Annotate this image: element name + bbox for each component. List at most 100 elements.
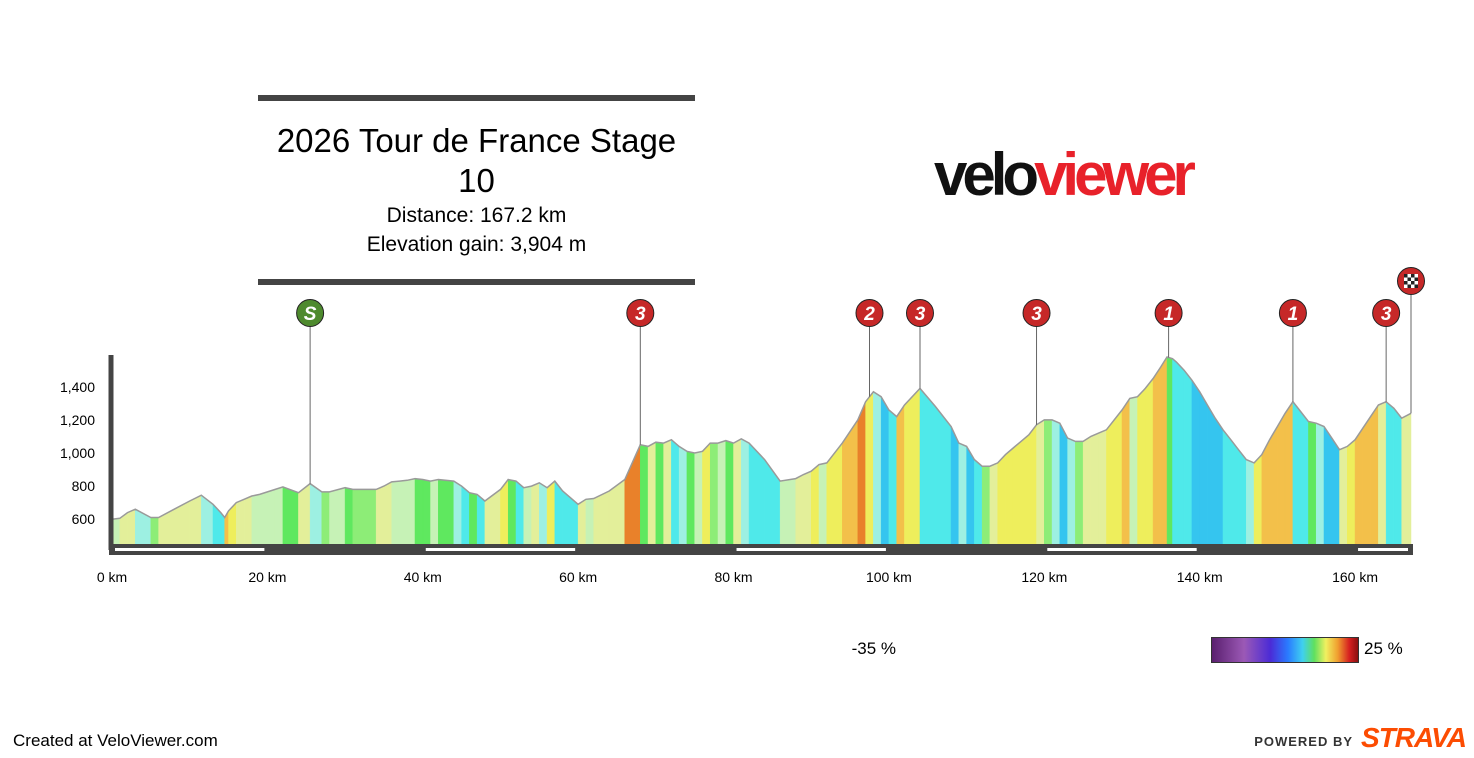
checker-square: [1404, 284, 1408, 288]
profile-segment: [484, 488, 501, 545]
profile-segment: [865, 391, 874, 545]
x-axis-stripe: [425, 548, 576, 551]
x-axis-stripe: [736, 548, 886, 551]
checker-square: [1411, 284, 1415, 288]
profile-segment: [647, 441, 657, 545]
profile-segment: [282, 486, 299, 545]
profile-segment: [298, 483, 311, 545]
x-tick-labels: 0 km 20 km 40 km 60 km 80 km 100 km 120 km 140 …: [97, 569, 1378, 585]
y-tick-label: 1,000: [60, 445, 95, 461]
profile-segment: [1347, 439, 1356, 545]
profile-segment: [189, 494, 202, 545]
profile-segment: [1207, 404, 1216, 545]
x-axis-stripe: [1358, 548, 1408, 551]
profile-segment: [577, 498, 587, 545]
profile-segment: [507, 479, 517, 545]
profile-segment: [663, 439, 672, 545]
profile-segment: [1277, 412, 1286, 545]
profile-segment: [515, 480, 525, 545]
profile-segment: [321, 491, 330, 545]
profile-segment: [1129, 396, 1138, 545]
marker-label: 3: [915, 304, 926, 325]
profile-segment: [1121, 397, 1131, 545]
profile-segment: [904, 387, 921, 545]
profile-segment: [1214, 417, 1224, 545]
marker-label: S: [304, 304, 317, 325]
x-tick-label: 0 km: [97, 569, 127, 585]
distance-text: Distance: 167.2 km: [386, 204, 567, 227]
profile-segment: [810, 464, 820, 545]
profile-segment: [1075, 441, 1084, 545]
profile-segment: [127, 508, 136, 545]
profile-segment: [1098, 429, 1107, 545]
profile-segment: [135, 508, 152, 545]
logo-part-velo: velo: [934, 141, 1039, 208]
profile-segment: [251, 494, 260, 545]
profile-segment: [1370, 404, 1379, 545]
profile-segment: [795, 474, 804, 545]
checker-square: [1404, 277, 1408, 281]
legend-max-label: 25 %: [1364, 639, 1403, 658]
profile-segment: [158, 508, 175, 545]
profile-segment: [1137, 387, 1146, 545]
profile-segment: [1253, 454, 1263, 545]
profile-segment: [274, 486, 284, 545]
powered-by-strava[interactable]: POWERED BY STRAVA: [1254, 722, 1467, 754]
profile-segment: [1028, 424, 1037, 545]
kom-marker: [1154, 299, 1183, 327]
x-tick-label: 120 km: [1021, 569, 1067, 585]
checker-square: [1407, 284, 1411, 288]
profile-segment: [391, 480, 400, 545]
profile-segment: [344, 487, 354, 545]
title-block: 2026 Tour de France Stage 10 Distance: 1…: [258, 95, 695, 285]
kom-marker: [855, 299, 884, 327]
profile-segment: [896, 404, 905, 545]
profile-segment: [935, 405, 952, 545]
elevation-gain-text: Elevation gain: 3,904 m: [366, 233, 587, 256]
profile-segment: [1012, 440, 1022, 545]
checker-square: [1407, 274, 1411, 278]
veloviewer-logo: veloviewer: [934, 140, 1196, 210]
x-axis-stripes: [115, 548, 1408, 551]
profile-segment: [981, 465, 991, 545]
profile-segment: [461, 485, 470, 545]
profile-segment: [352, 489, 361, 545]
profile-segment: [1308, 421, 1317, 545]
profile-segment: [1183, 369, 1193, 545]
profile-segment: [989, 462, 998, 545]
profile-segment: [593, 490, 610, 545]
profile-segment: [1051, 419, 1061, 545]
profile-segment: [1067, 437, 1076, 545]
profile-segment: [1269, 425, 1278, 545]
profile-segment: [1401, 412, 1412, 545]
marker-label: 1: [1288, 304, 1299, 325]
kom-marker: [1372, 299, 1401, 327]
profile-segment: [1106, 409, 1123, 545]
profile-segment: [686, 451, 695, 545]
profile-outline: [111, 356, 1412, 520]
created-at-link[interactable]: Created at VeloViewer.com: [13, 731, 218, 750]
kom-marker: [626, 299, 655, 327]
y-tick-label: 1,400: [60, 379, 95, 395]
marker-label: 1: [1163, 304, 1174, 325]
profile-segment: [375, 485, 385, 545]
profile-segment: [826, 442, 843, 545]
kom-marker: [1278, 299, 1307, 327]
x-tick-label: 40 km: [404, 569, 442, 585]
x-tick-label: 100 km: [866, 569, 912, 585]
profile-segment: [1315, 422, 1325, 545]
title-rule-top: [258, 95, 695, 101]
profile-segment: [1292, 400, 1301, 545]
profile-segment: [1261, 439, 1270, 545]
profile-segment: [1199, 390, 1208, 545]
profile-segment: [702, 442, 711, 545]
chart-title: 2026 Tour de France Stage 10: [276, 122, 677, 199]
profile-segment: [709, 442, 719, 545]
checker-square: [1411, 274, 1415, 278]
legend-color-bar: [1211, 637, 1359, 663]
kom-marker: [1022, 299, 1051, 327]
profile-segment: [546, 480, 556, 545]
profile-segment: [259, 491, 268, 545]
profile-segment: [430, 479, 439, 545]
x-tick-label: 20 km: [248, 569, 286, 585]
